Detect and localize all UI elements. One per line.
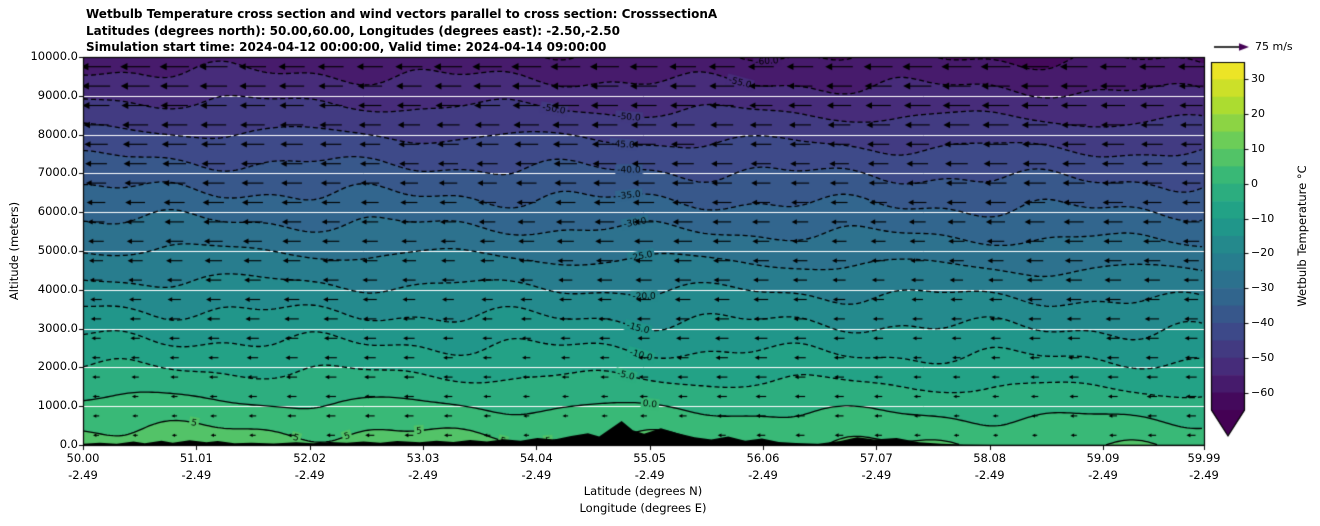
colorbar-tick-label: 30: [1251, 72, 1265, 86]
colorbar-tick-label: −60: [1251, 385, 1275, 399]
x-tick-label: 53.03 -2.49: [406, 451, 440, 482]
y-tick-label: 6000.0: [37, 204, 78, 219]
title-line-3: Simulation start time: 2024-04-12 00:00:…: [86, 40, 607, 54]
y-tick-label: 8000.0: [37, 126, 78, 141]
x-tick-label: 50.00 -2.49: [66, 451, 100, 482]
x-tick-label: 54.04 -2.49: [519, 451, 553, 482]
x-tick-label: 58.08 -2.49: [973, 451, 1007, 482]
colorbar-tick-label: 10: [1251, 142, 1265, 155]
y-tick-label: 1000.0: [37, 398, 78, 413]
colorbar-tick-label: −40: [1251, 316, 1275, 329]
colorbar-tick-label: −10: [1251, 211, 1275, 225]
colorbar-tick-label: 20: [1251, 107, 1265, 121]
y-tick-label: 7000.0: [37, 165, 78, 180]
x-tick-label: 52.02 -2.49: [293, 451, 327, 482]
title-line-1: Wetbulb Temperature cross section and wi…: [86, 7, 718, 21]
x-tick-label: 51.01 -2.49: [179, 451, 213, 482]
colorbar-label: Wetbulb Temperature °C: [1295, 165, 1309, 307]
y-tick-label: 2000.0: [37, 359, 78, 374]
x-tick-label: 59.09 -2.49: [1086, 451, 1120, 482]
y-tick-label: 5000.0: [37, 243, 78, 257]
title-line-2: Latitudes (degrees north): 50.00,60.00, …: [86, 23, 620, 38]
quiver-key-label: 75 m/s: [1255, 40, 1293, 53]
x-tick-label: 56.06 -2.49: [746, 451, 780, 482]
y-tick-label: 10000.0: [30, 49, 78, 63]
colorbar-tick-label: −20: [1251, 246, 1275, 260]
colorbar-tick-label: −50: [1251, 350, 1275, 364]
x-tick-label: 57.07 -2.49: [859, 451, 893, 482]
y-tick-label: 3000.0: [37, 320, 78, 335]
colorbar-tick-label: −30: [1251, 281, 1275, 295]
y-tick-label: 4000.0: [37, 281, 78, 296]
chart-title: Wetbulb Temperature cross section and wi…: [86, 6, 717, 56]
colorbar-tick-label: 0: [1251, 176, 1258, 190]
y-tick-label: 9000.0: [37, 87, 78, 102]
x-axis-label-latitude: Latitude (degrees N): [583, 484, 703, 498]
x-tick-label: 55.05 -2.49: [633, 451, 667, 482]
x-tick-label: 59.99 -2.49: [1187, 451, 1221, 482]
y-tick-label: 0.0: [59, 437, 78, 451]
x-axis-label-longitude: Longitude (degrees E): [579, 501, 707, 515]
